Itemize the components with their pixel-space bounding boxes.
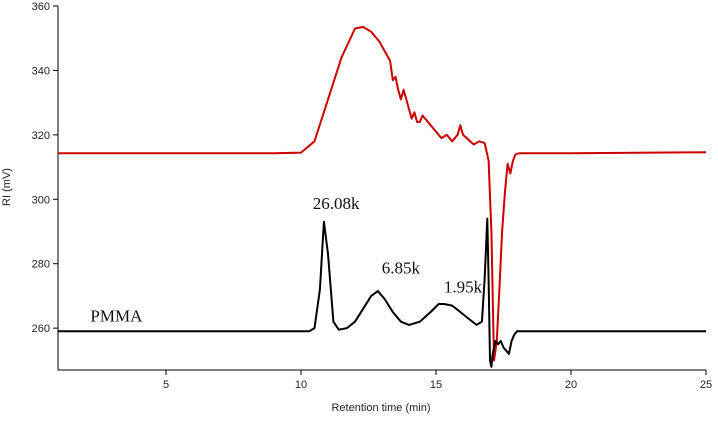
y-tick-label: 360 (32, 1, 50, 13)
x-tick-label: 15 (430, 379, 442, 391)
y-axis-title: RI (mV) (1, 168, 13, 206)
y-tick-label: 260 (32, 323, 50, 335)
series-line-0 (58, 25, 707, 362)
x-axis-title: Retention time (min) (331, 402, 430, 414)
y-tick-label: 320 (32, 130, 50, 142)
annotation-label: PMMA (90, 307, 143, 326)
y-tick-label: 300 (32, 194, 50, 206)
y-tick-label: 340 (32, 65, 50, 77)
annotations: 26.08k 6.85k 1.95k PMMA (90, 194, 482, 326)
annotation-label: 6.85k (382, 258, 421, 277)
series-line-1 (58, 217, 706, 368)
y-tick-label: 280 (32, 259, 50, 271)
x-tick-label: 5 (163, 379, 169, 391)
x-tick-label: 20 (565, 379, 577, 391)
series-layer (58, 25, 707, 368)
axes: 5 10 15 20 25 260 280 300 320 340 360 (32, 1, 712, 391)
annotation-label: 1.95k (444, 278, 483, 297)
x-tick-label: 25 (700, 379, 712, 391)
x-tick-label: 10 (295, 379, 307, 391)
annotation-label: 26.08k (313, 194, 360, 213)
